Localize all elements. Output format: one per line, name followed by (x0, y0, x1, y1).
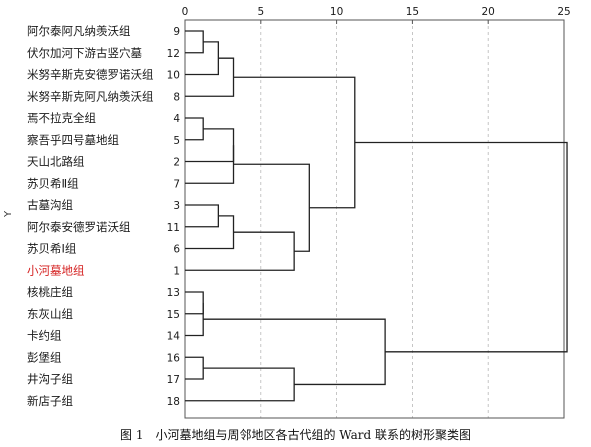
leaf-number-11: 11 (167, 222, 180, 234)
leaf-number-16: 16 (167, 352, 181, 364)
dendrogram-branch-5 (185, 145, 235, 184)
leaf-label-11: 阿尔泰安德罗诺沃组 (27, 220, 131, 234)
dendrogram-branch-8 (185, 231, 295, 271)
leaf-number-15: 15 (167, 309, 180, 321)
plot-frame (184, 19, 565, 419)
leaf-label-3: 古墓沟组 (27, 198, 73, 212)
grid-lines (260, 20, 565, 418)
dendrogram-branch-13 (185, 356, 204, 380)
dendrogram-branches (185, 30, 568, 402)
leaf-label-8: 米努辛斯克阿凡纳羡沃组 (27, 89, 154, 103)
leaf-number-4: 4 (173, 113, 180, 125)
leaf-label-13: 核桃庄组 (27, 285, 73, 299)
x-tick-label-15: 15 (406, 6, 419, 18)
leaf-number-5: 5 (173, 135, 180, 147)
leaf-number-6: 6 (173, 244, 180, 256)
leaf-label-17: 井沟子组 (27, 372, 73, 386)
leaf-label-5: 察吾乎四号墓地组 (27, 133, 119, 147)
leaf-number-17: 17 (167, 374, 180, 386)
x-tick-label-25: 25 (557, 6, 570, 18)
dendrogram-branch-7 (185, 215, 235, 250)
leaf-number-2: 2 (173, 157, 180, 169)
dendrogram-branch-3 (185, 117, 204, 141)
dendrogram-branch-11 (185, 291, 204, 315)
leaf-label-16: 彭堡组 (27, 350, 62, 364)
dendrogram-branch-2 (185, 57, 235, 97)
leaf-number-7: 7 (173, 178, 180, 190)
leaf-label-4: 焉不拉克全组 (27, 111, 96, 125)
leaf-number-14: 14 (167, 331, 181, 343)
leaf-label-1: 小河墓地组 (27, 263, 85, 277)
leaf-label-18: 新店子组 (27, 394, 73, 408)
y-axis-label: Y (3, 210, 14, 218)
dendrogram-branch-6 (185, 204, 220, 228)
dendrogram-branch-0 (185, 30, 204, 54)
leaf-number-12: 12 (167, 48, 180, 60)
leaf-label-7: 苏贝希Ⅱ组 (27, 176, 79, 190)
x-tick-label-10: 10 (330, 6, 343, 18)
dendrogram-branch-4 (185, 128, 235, 163)
x-tick-label-5: 5 (257, 6, 264, 18)
leaf-label-10: 米努辛斯克安德罗诺沃组 (27, 68, 154, 82)
leaf-number-10: 10 (167, 70, 180, 82)
x-tick-label-20: 20 (482, 6, 495, 18)
plot-border (184, 19, 565, 419)
leaf-number-13: 13 (167, 287, 180, 299)
dendrogram-branch-1 (185, 41, 220, 76)
leaf-number-9: 9 (173, 26, 180, 38)
leaf-label-6: 苏贝希Ⅰ组 (27, 242, 77, 256)
x-axis-ticks: 0 5 10 15 20 25 (182, 6, 571, 24)
x-tick-label-0: 0 (182, 6, 189, 18)
dendrogram-branch-14 (185, 367, 295, 402)
leaf-number-3: 3 (173, 200, 180, 212)
leaf-label-12: 伏尔加河下游古竖穴墓 (27, 46, 142, 60)
figure-caption: 图 1 小河墓地组与周邻地区各古代组的 Ward 联系的树形聚类图 (120, 428, 471, 442)
dendrogram-branch-9 (233, 163, 310, 252)
leaf-label-9: 阿尔泰阿凡纳羡沃组 (27, 24, 131, 38)
leaf-number-8: 8 (173, 91, 180, 103)
leaf-label-15: 东灰山组 (27, 307, 73, 321)
dendrogram-branch-12 (185, 302, 204, 337)
leaf-label-2: 天山北路组 (27, 155, 85, 169)
leaf-label-14: 卡约组 (27, 329, 62, 343)
leaf-number-1: 1 (173, 265, 180, 277)
leaf-number-18: 18 (167, 396, 180, 408)
dendrogram-branch-16 (354, 141, 568, 353)
